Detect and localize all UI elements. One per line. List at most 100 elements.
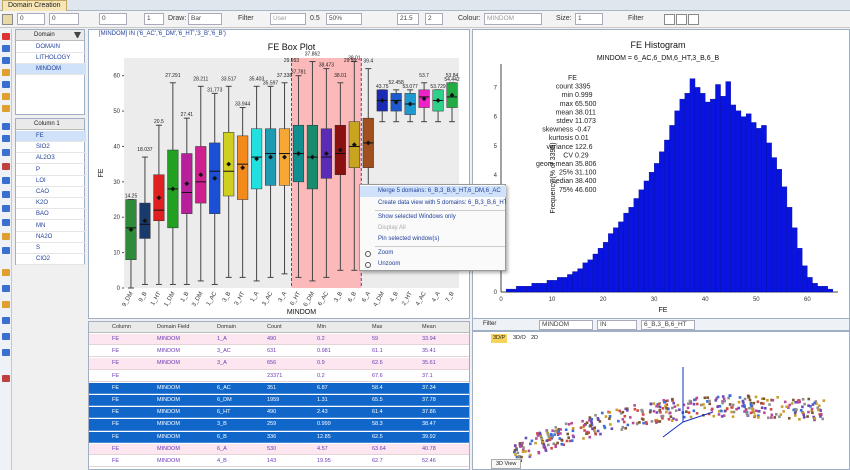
- user-select[interactable]: User: [270, 13, 306, 25]
- table-row[interactable]: FE MINDOM 6_DM 1959 1.31 65.5 37.78: [89, 395, 469, 407]
- tool-icon[interactable]: [2, 333, 10, 340]
- filter-bar-button[interactable]: Filter: [483, 321, 497, 327]
- spin-field-6[interactable]: 2: [425, 13, 443, 25]
- table-row[interactable]: FE 23371 0.2 67.6 37.1: [89, 371, 469, 382]
- delete-icon[interactable]: [2, 33, 10, 40]
- table-row[interactable]: FE MINDOM 3_B 259 0.999 58.3 38.47: [89, 419, 469, 431]
- table-row[interactable]: FE MINDOM 6_AC 351 6.87 58.4 37.34: [89, 382, 469, 394]
- column-list-item[interactable]: S: [16, 243, 86, 254]
- domain-list-item[interactable]: MINDOM: [16, 64, 86, 75]
- domain-list-panel: Domain DOMAIN LITHOLOGY MINDOM: [15, 29, 86, 115]
- tool-icon[interactable]: [2, 317, 10, 324]
- spin-field-5[interactable]: 21.5: [397, 13, 419, 25]
- column-list-item[interactable]: CAO: [16, 187, 86, 198]
- column-list-item[interactable]: NA2O: [16, 232, 86, 243]
- tool-icon[interactable]: [2, 247, 10, 254]
- column-list-item[interactable]: SIO2: [16, 142, 86, 154]
- menu-show-selected[interactable]: Show selected Windows only: [378, 214, 456, 220]
- colour-select[interactable]: MINDOM: [484, 13, 542, 25]
- column-header-cell[interactable]: Domain: [217, 324, 236, 330]
- cloud-point: [664, 404, 668, 408]
- column-list-item[interactable]: CIO2: [16, 254, 86, 266]
- window-icon-3[interactable]: [688, 14, 699, 25]
- tab-2d[interactable]: 2D: [531, 335, 539, 341]
- column-header-cell[interactable]: Domain Field: [157, 324, 190, 330]
- menu-display-all[interactable]: Display All: [378, 225, 406, 231]
- menu-unzoom[interactable]: Unzoom: [378, 261, 401, 267]
- tool-icon[interactable]: [2, 191, 10, 198]
- filter-icon[interactable]: [74, 32, 81, 39]
- tool-icon[interactable]: [2, 269, 10, 276]
- tool-icon[interactable]: [2, 375, 10, 382]
- spin-field-1[interactable]: 0: [17, 13, 45, 25]
- cloud-point: [708, 399, 711, 403]
- column-list-item[interactable]: BAO: [16, 209, 86, 221]
- filter-field-select[interactable]: MINDOM: [539, 320, 593, 330]
- tool-icon[interactable]: [2, 349, 10, 356]
- tool-icon[interactable]: [2, 233, 10, 240]
- column-header-cell[interactable]: Mean: [422, 324, 436, 330]
- filter-op-select[interactable]: IN: [597, 320, 637, 330]
- tool-icon[interactable]: [2, 57, 10, 64]
- table-row[interactable]: FE MINDOM 3_AC 631 0.981 61.1 35.41: [89, 346, 469, 358]
- draw-select[interactable]: Bar: [188, 13, 222, 25]
- domain-list-item[interactable]: LITHOLOGY: [16, 53, 86, 64]
- tool-icon[interactable]: [2, 163, 10, 170]
- tool-icon[interactable]: [2, 105, 10, 112]
- table-row[interactable]: FE MINDOM 3_A 656 0.9 62.6 35.61: [89, 358, 469, 370]
- column-list-item[interactable]: MN: [16, 221, 86, 232]
- menu-create-data-view[interactable]: Create data view with 5 domains: 6_B,3_B…: [378, 200, 506, 206]
- spin-field-2[interactable]: 0: [49, 13, 79, 25]
- tool-icon[interactable]: [2, 301, 10, 308]
- percent-select[interactable]: 50%: [326, 13, 362, 25]
- spin-field-4[interactable]: 1: [144, 13, 164, 25]
- column-list-item[interactable]: FE: [16, 131, 86, 142]
- column-list-item[interactable]: P: [16, 165, 86, 176]
- tab-3do[interactable]: 3D/O: [513, 335, 526, 341]
- domain-list-item[interactable]: DOMAIN: [16, 42, 86, 53]
- tool-icon[interactable]: [2, 285, 10, 292]
- table-row[interactable]: FE MINDOM 1_A 490 0.2 59 33.94: [89, 334, 469, 346]
- window-icon[interactable]: [664, 14, 675, 25]
- table-row[interactable]: FE MINDOM 4_B 143 19.95 62.7 52.46: [89, 456, 469, 468]
- tool-icon[interactable]: [2, 219, 10, 226]
- menu-zoom[interactable]: Zoom: [378, 250, 394, 256]
- table-row[interactable]: FE MINDOM 6_A 530 4.57 63.64 40.78: [89, 443, 469, 455]
- data-label: 53.7: [419, 73, 429, 79]
- table-row[interactable]: FE MINDOM 6_B 336 12.85 62.5 39.92: [89, 431, 469, 443]
- tab-domain-creation[interactable]: Domain Creation: [2, 0, 67, 11]
- column-header-cell[interactable]: Max: [372, 324, 383, 330]
- column-list-item[interactable]: AL2O3: [16, 153, 86, 165]
- column-header-cell[interactable]: Count: [267, 324, 282, 330]
- column-header-cell[interactable]: Column: [112, 324, 131, 330]
- tool-icon[interactable]: [2, 149, 10, 156]
- size-select[interactable]: 1: [575, 13, 603, 25]
- tool-icon[interactable]: [2, 135, 10, 142]
- tab-3d-view[interactable]: 3D View: [491, 459, 522, 469]
- 3d-point-cloud[interactable]: [473, 342, 849, 470]
- tool-icon[interactable]: [2, 93, 10, 100]
- tool-icon[interactable]: [2, 81, 10, 88]
- filter2-button[interactable]: Filter: [628, 15, 644, 22]
- column-header-cell[interactable]: Min: [317, 324, 326, 330]
- table-row[interactable]: FE MINDOM 6_HT 490 2.43 61.4 37.86: [89, 407, 469, 419]
- cloud-point: [631, 421, 635, 425]
- filter-button[interactable]: Filter: [238, 15, 254, 22]
- tab-3dp[interactable]: 3D/P: [491, 334, 508, 343]
- filter-value-select[interactable]: 6_B,3_B,6_HT: [641, 320, 695, 330]
- tool-icon[interactable]: [2, 177, 10, 184]
- tool-icon[interactable]: [2, 123, 10, 130]
- spin-field-3[interactable]: 0: [99, 13, 127, 25]
- tool-icon[interactable]: [2, 45, 10, 52]
- info-icon[interactable]: [2, 205, 10, 212]
- tool-icon[interactable]: [2, 69, 10, 76]
- menu-pin-windows[interactable]: Pin selected window(s): [378, 236, 440, 242]
- mean-marker: [393, 99, 399, 105]
- column-list-item[interactable]: LOI: [16, 176, 86, 187]
- menu-merge-domains[interactable]: Merge 5 domains: 6_B,3_B,6_HT,6_DM,6_AC: [360, 186, 506, 197]
- histogram-chart[interactable]: FE Histogram MINDOM = 6_AC,6_DM,6_HT,3_B,…: [473, 30, 849, 318]
- window-icon-2[interactable]: [676, 14, 687, 25]
- grid-icon[interactable]: [2, 14, 13, 25]
- column-list-item[interactable]: K2O: [16, 198, 86, 210]
